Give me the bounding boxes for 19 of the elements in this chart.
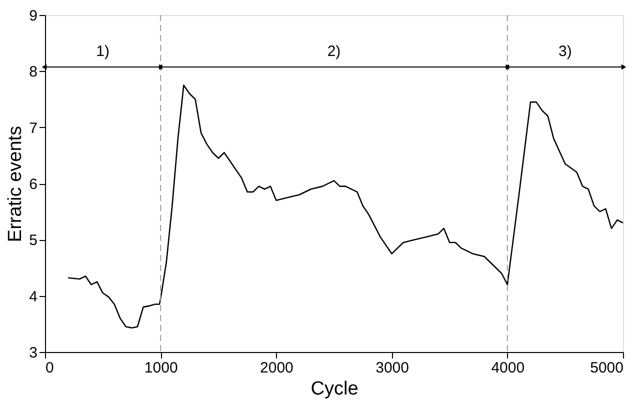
annotation: 1) <box>96 43 110 60</box>
x-tick-label: 5000 <box>590 360 624 376</box>
y-tick-label: 8 <box>29 64 38 81</box>
y-tick-label: 5 <box>29 232 38 250</box>
x-tick-label: 3000 <box>376 360 409 376</box>
y-axis-title: Erratic events <box>5 126 26 242</box>
y-tick-label: 4 <box>29 288 38 306</box>
y-tick-label: 9 <box>29 8 38 24</box>
x-tick-label: 4000 <box>491 360 525 376</box>
x-tick-label: 1000 <box>144 360 178 376</box>
y-tick-label: 7 <box>29 120 38 137</box>
x-tick-label: 0 <box>46 360 54 376</box>
x-tick-label: 2000 <box>260 360 294 376</box>
x-axis-title: Cycle <box>310 378 358 400</box>
annotation: 2) <box>327 43 341 60</box>
line-series <box>67 84 624 328</box>
annotation: 3) <box>558 43 572 60</box>
y-tick-label: 6 <box>29 176 38 193</box>
y-tick-label: 3 <box>29 344 38 362</box>
